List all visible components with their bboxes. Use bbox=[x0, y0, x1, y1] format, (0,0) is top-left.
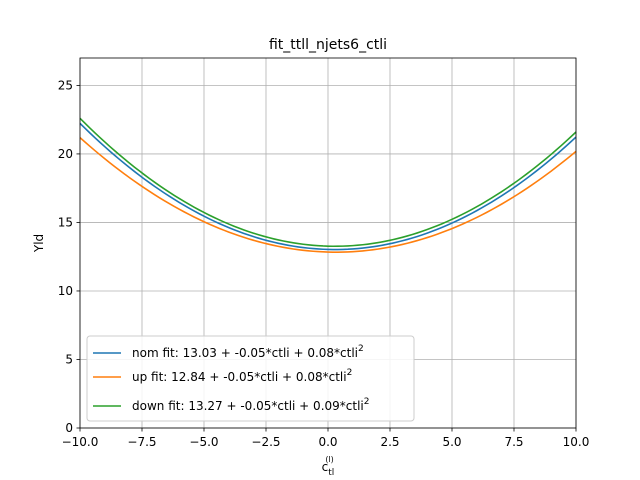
x-tick-label: −7.5 bbox=[127, 435, 156, 449]
x-axis-label-superscript: (l) bbox=[325, 455, 333, 464]
legend: nom fit: 13.03 + -0.05*ctli + 0.08*ctli2… bbox=[86, 335, 415, 422]
legend-label-0: nom fit: 13.03 + -0.05*ctli + 0.08*ctli2 bbox=[132, 344, 364, 360]
x-tick-label: 2.5 bbox=[380, 435, 399, 449]
x-axis: −10.0 −7.5 −5.0 −2.5 0.0 2.5 5.0 7.5 10.0 bbox=[62, 428, 590, 449]
chart-title: fit_ttll_njets6_ctli bbox=[269, 37, 387, 53]
x-tick-label: −10.0 bbox=[62, 435, 99, 449]
x-tick-label: 0.0 bbox=[318, 435, 337, 449]
x-tick-label: 7.5 bbox=[504, 435, 523, 449]
y-tick-label: 25 bbox=[58, 78, 73, 92]
y-tick-label: 0 bbox=[65, 421, 73, 435]
y-tick-label: 5 bbox=[65, 352, 73, 366]
y-axis-label: Yld bbox=[32, 234, 46, 253]
legend-label-superscript: 2 bbox=[347, 368, 353, 378]
x-tick-label: 5.0 bbox=[442, 435, 461, 449]
series-line-1 bbox=[79, 137, 577, 253]
legend-label-2: down fit: 13.27 + -0.05*ctli + 0.09*ctli… bbox=[132, 397, 369, 413]
legend-label-text: nom fit: 13.03 + -0.05*ctli + 0.08*ctli bbox=[132, 346, 358, 360]
x-axis-label-main: c bbox=[322, 460, 329, 474]
legend-label-superscript: 2 bbox=[358, 344, 364, 354]
y-tick-label: 20 bbox=[58, 147, 73, 161]
y-axis: 0 5 10 15 20 25 bbox=[58, 78, 80, 435]
x-tick-label: −5.0 bbox=[189, 435, 218, 449]
legend-label-superscript: 2 bbox=[364, 397, 370, 407]
legend-box bbox=[86, 335, 415, 422]
legend-label-text: down fit: 13.27 + -0.05*ctli + 0.09*ctli bbox=[132, 399, 364, 413]
y-tick-label: 10 bbox=[58, 284, 73, 298]
series-line-2 bbox=[79, 117, 577, 248]
x-axis-label: ctl (l) bbox=[322, 455, 335, 478]
legend-label-1: up fit: 12.84 + -0.05*ctli + 0.08*ctli2 bbox=[132, 368, 352, 384]
x-tick-label: 10.0 bbox=[563, 435, 590, 449]
y-tick-label: 15 bbox=[58, 215, 73, 229]
plot-lines bbox=[79, 117, 577, 253]
x-tick-label: −2.5 bbox=[251, 435, 280, 449]
x-axis-label-subscript: tl bbox=[328, 468, 334, 478]
series-line-0 bbox=[79, 122, 577, 251]
legend-label-text: up fit: 12.84 + -0.05*ctli + 0.08*ctli bbox=[132, 370, 347, 384]
